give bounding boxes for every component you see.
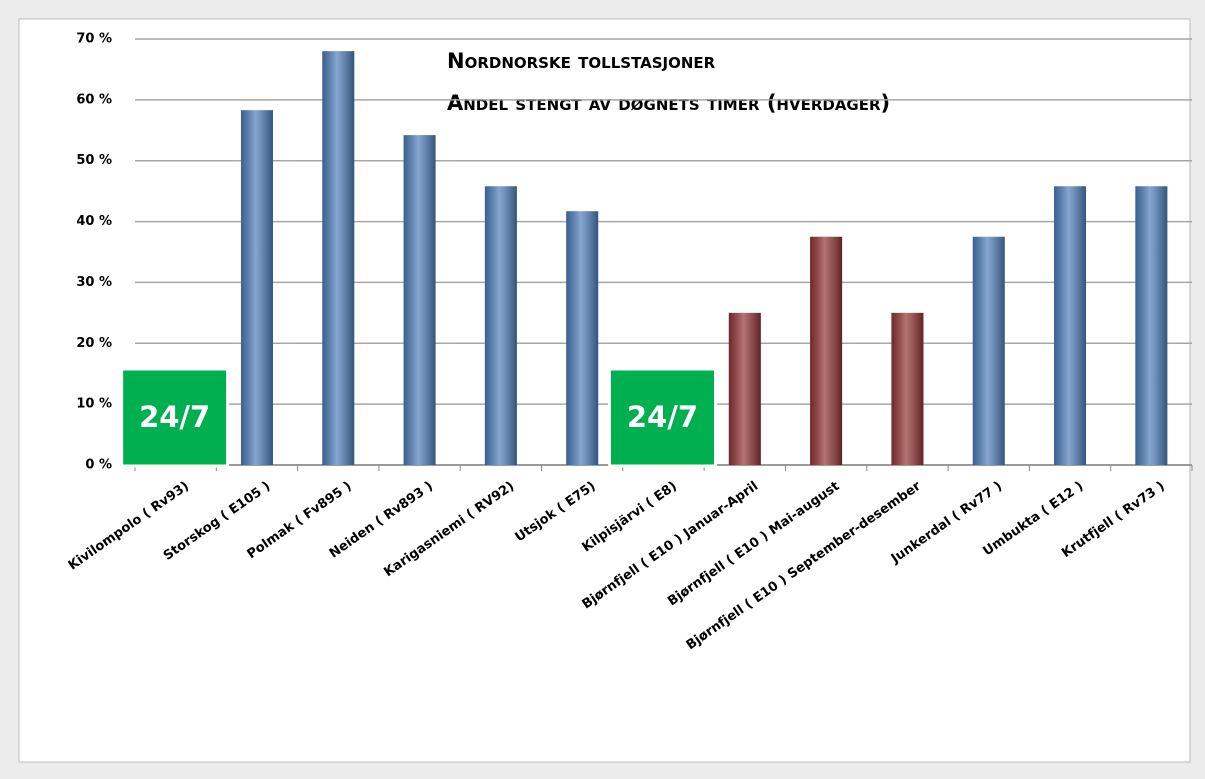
- bar-shade: [240, 110, 273, 466]
- y-tick-label: 50 %: [76, 153, 112, 168]
- y-tick-label: 30 %: [76, 275, 112, 290]
- bar-shade: [891, 312, 924, 465]
- chart-title: Nordnorske tollstasjoner: [447, 49, 716, 73]
- bar-shade: [484, 186, 517, 465]
- bar-shade: [972, 236, 1005, 465]
- bar-shade: [322, 51, 355, 466]
- bar-shade: [728, 312, 761, 465]
- bar-shade: [1135, 186, 1168, 465]
- y-tick-label: 10 %: [76, 397, 112, 412]
- bar-shade: [566, 211, 599, 465]
- y-tick-label: 40 %: [76, 214, 112, 229]
- y-tick-label: 20 %: [76, 336, 112, 351]
- bar-shade: [1054, 186, 1087, 465]
- y-tick-label: 0 %: [85, 458, 112, 473]
- badge-label: 24/7: [139, 400, 210, 434]
- bar-shade: [403, 135, 436, 465]
- badge-label: 24/7: [627, 400, 698, 434]
- bar-shade: [810, 236, 843, 465]
- badge: [120, 367, 230, 468]
- badge: [608, 367, 717, 468]
- y-tick-label: 70 %: [76, 32, 112, 47]
- chart-subtitle: Andel stengt av døgnets timer (hverdager…: [447, 91, 890, 115]
- y-tick-label: 60 %: [76, 92, 112, 107]
